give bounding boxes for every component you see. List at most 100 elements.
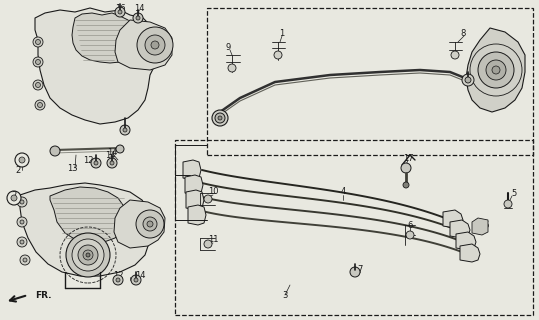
Circle shape — [83, 250, 93, 260]
Circle shape — [35, 100, 45, 110]
Circle shape — [134, 278, 138, 282]
Polygon shape — [466, 28, 525, 112]
Text: 8: 8 — [460, 28, 466, 37]
Circle shape — [131, 275, 141, 285]
Text: 12: 12 — [83, 156, 93, 164]
Circle shape — [20, 255, 30, 265]
Circle shape — [116, 278, 120, 282]
Circle shape — [406, 231, 414, 239]
Polygon shape — [72, 13, 138, 63]
Circle shape — [401, 163, 411, 173]
Circle shape — [86, 253, 90, 257]
Circle shape — [20, 220, 24, 224]
Text: 1: 1 — [279, 28, 285, 37]
Text: 11: 11 — [208, 236, 218, 244]
Circle shape — [94, 161, 98, 165]
Circle shape — [17, 237, 27, 247]
Circle shape — [36, 83, 40, 87]
Text: 14: 14 — [105, 150, 115, 159]
Polygon shape — [35, 8, 157, 124]
Text: 14: 14 — [107, 148, 118, 156]
Polygon shape — [20, 183, 152, 276]
Circle shape — [116, 145, 124, 153]
Circle shape — [204, 240, 212, 248]
Circle shape — [133, 13, 143, 23]
Circle shape — [36, 60, 40, 65]
Circle shape — [136, 210, 164, 238]
Circle shape — [72, 239, 104, 271]
Polygon shape — [188, 205, 206, 225]
Circle shape — [36, 39, 40, 44]
Polygon shape — [50, 187, 126, 243]
Circle shape — [123, 128, 127, 132]
Polygon shape — [183, 160, 201, 180]
Circle shape — [113, 275, 123, 285]
Polygon shape — [450, 220, 470, 238]
Circle shape — [20, 240, 24, 244]
Text: 16: 16 — [115, 4, 125, 12]
Text: 17: 17 — [403, 154, 413, 163]
Polygon shape — [115, 20, 172, 70]
Circle shape — [147, 221, 153, 227]
Text: 6: 6 — [407, 220, 413, 229]
Polygon shape — [456, 232, 476, 250]
Text: 10: 10 — [208, 188, 218, 196]
Text: 2: 2 — [11, 191, 17, 201]
Text: 9: 9 — [225, 43, 231, 52]
Circle shape — [17, 217, 27, 227]
Circle shape — [465, 77, 471, 83]
Circle shape — [38, 102, 43, 108]
Circle shape — [118, 10, 122, 14]
Polygon shape — [472, 218, 488, 235]
Polygon shape — [114, 200, 165, 248]
Circle shape — [504, 200, 512, 208]
Circle shape — [33, 57, 43, 67]
Circle shape — [403, 182, 409, 188]
Circle shape — [215, 113, 225, 123]
Circle shape — [145, 35, 165, 55]
Circle shape — [23, 258, 27, 262]
Text: 14: 14 — [135, 270, 145, 279]
Circle shape — [7, 191, 21, 205]
Circle shape — [462, 74, 474, 86]
Bar — [207, 8, 533, 155]
Circle shape — [212, 110, 228, 126]
Circle shape — [486, 60, 506, 80]
Text: 14: 14 — [134, 4, 144, 12]
Polygon shape — [186, 190, 204, 210]
Circle shape — [15, 153, 29, 167]
Circle shape — [20, 200, 24, 204]
Circle shape — [33, 37, 43, 47]
Text: 3: 3 — [282, 291, 288, 300]
Circle shape — [107, 158, 117, 168]
Circle shape — [115, 7, 125, 17]
Circle shape — [17, 197, 27, 207]
Circle shape — [151, 41, 159, 49]
Circle shape — [11, 195, 17, 201]
Circle shape — [91, 158, 101, 168]
Polygon shape — [443, 210, 463, 228]
Text: 13: 13 — [67, 164, 77, 172]
Circle shape — [478, 52, 514, 88]
Circle shape — [137, 27, 173, 63]
Text: 4: 4 — [340, 188, 345, 196]
Circle shape — [350, 267, 360, 277]
Circle shape — [50, 146, 60, 156]
Circle shape — [492, 66, 500, 74]
Text: FR.: FR. — [35, 292, 52, 300]
Circle shape — [143, 217, 157, 231]
Circle shape — [66, 233, 110, 277]
Circle shape — [228, 64, 236, 72]
Text: 12: 12 — [113, 270, 123, 279]
Circle shape — [136, 16, 140, 20]
Circle shape — [274, 51, 282, 59]
Text: 7: 7 — [357, 266, 363, 275]
Text: 2: 2 — [16, 165, 20, 174]
Text: 5: 5 — [512, 188, 516, 197]
Circle shape — [78, 245, 98, 265]
Circle shape — [204, 195, 212, 203]
Circle shape — [19, 157, 25, 163]
Bar — [175, 140, 533, 315]
Polygon shape — [460, 244, 480, 262]
Text: 15: 15 — [479, 220, 489, 229]
